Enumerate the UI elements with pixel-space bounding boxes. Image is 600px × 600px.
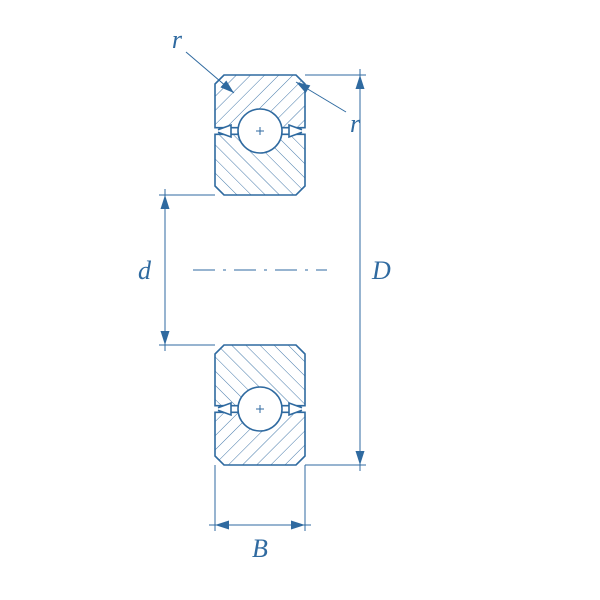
label-B: B [252, 534, 268, 563]
label-D: D [371, 256, 391, 285]
label-r-side: r [350, 109, 361, 138]
label-r-top: r [172, 25, 183, 54]
label-d: d [138, 256, 152, 285]
